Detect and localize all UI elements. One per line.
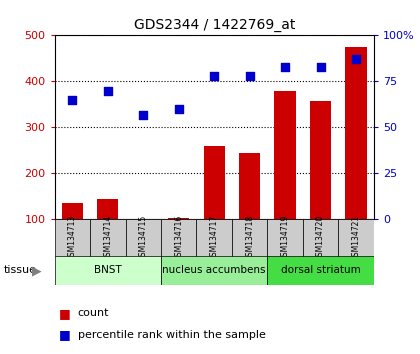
FancyBboxPatch shape <box>126 219 161 257</box>
Point <box>211 73 218 79</box>
Text: GSM134717: GSM134717 <box>210 215 219 261</box>
FancyBboxPatch shape <box>303 219 339 257</box>
FancyBboxPatch shape <box>161 256 268 285</box>
FancyBboxPatch shape <box>161 219 197 257</box>
Point <box>105 88 111 93</box>
FancyBboxPatch shape <box>90 219 126 257</box>
Point <box>317 64 324 69</box>
FancyBboxPatch shape <box>339 219 374 257</box>
FancyBboxPatch shape <box>55 256 161 285</box>
Bar <box>168 218 189 219</box>
Text: count: count <box>78 308 109 318</box>
Text: dorsal striatum: dorsal striatum <box>281 266 360 275</box>
FancyBboxPatch shape <box>268 256 374 285</box>
FancyBboxPatch shape <box>197 219 232 257</box>
FancyBboxPatch shape <box>268 219 303 257</box>
Text: GSM134714: GSM134714 <box>103 215 112 261</box>
Text: ■: ■ <box>59 328 71 341</box>
Point <box>140 112 147 118</box>
Text: GSM134720: GSM134720 <box>316 215 325 261</box>
Text: GSM134715: GSM134715 <box>139 215 148 261</box>
Bar <box>204 146 225 219</box>
FancyBboxPatch shape <box>232 219 268 257</box>
Text: percentile rank within the sample: percentile rank within the sample <box>78 330 265 339</box>
Bar <box>97 199 118 219</box>
Text: tissue: tissue <box>4 266 37 275</box>
Bar <box>239 153 260 219</box>
Point <box>69 97 76 103</box>
Point <box>282 64 289 69</box>
Text: BNST: BNST <box>94 266 122 275</box>
Text: GSM134718: GSM134718 <box>245 215 254 261</box>
Point <box>246 73 253 79</box>
Text: GSM134713: GSM134713 <box>68 215 77 261</box>
Text: nucleus accumbens: nucleus accumbens <box>163 266 266 275</box>
Bar <box>62 203 83 219</box>
Point <box>353 57 360 62</box>
Bar <box>275 91 296 219</box>
Text: GSM134721: GSM134721 <box>352 215 360 261</box>
FancyBboxPatch shape <box>55 219 90 257</box>
Text: GSM134716: GSM134716 <box>174 215 183 261</box>
Point <box>176 106 182 112</box>
Bar <box>345 47 367 219</box>
Title: GDS2344 / 1422769_at: GDS2344 / 1422769_at <box>134 18 295 32</box>
Text: ■: ■ <box>59 307 71 320</box>
Text: ▶: ▶ <box>32 264 42 277</box>
Text: GSM134719: GSM134719 <box>281 215 290 261</box>
Bar <box>310 101 331 219</box>
